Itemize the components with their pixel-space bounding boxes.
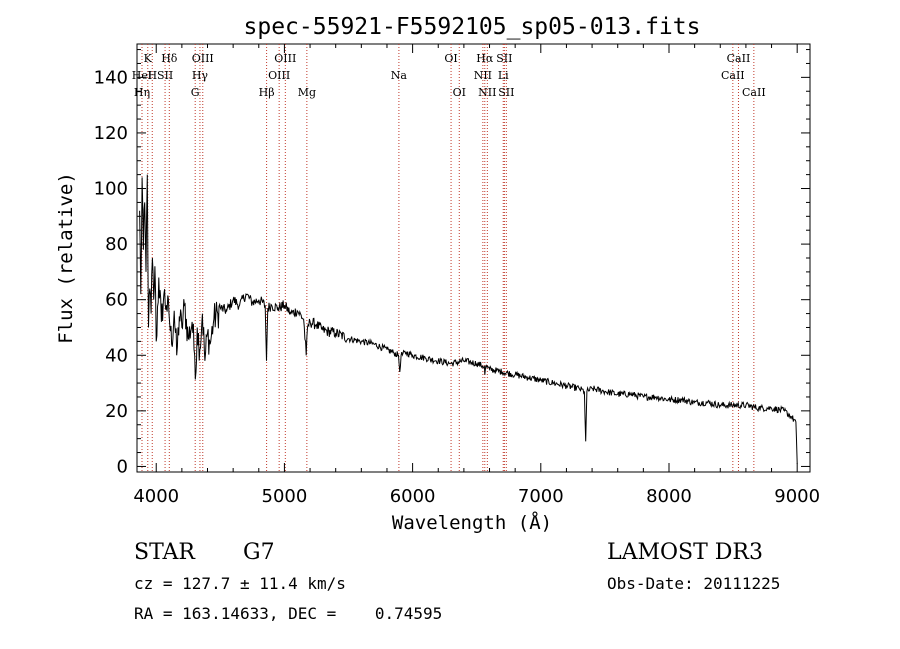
line-label: K [144,52,153,65]
line-label: SII [496,52,512,65]
object-class: STAR [134,540,195,565]
x-tick-label: 7000 [518,486,564,507]
spectral-line-markers [141,44,755,472]
redshift-velocity: cz = 127.7 ± 11.4 km/s [134,574,346,593]
line-label: Hη [134,86,150,99]
x-tick-label: 5000 [262,486,308,507]
y-tick-label: 0 [117,456,128,477]
line-label: G [191,86,200,99]
y-tick-label: 40 [105,345,128,366]
line-label: HeI [132,69,152,82]
plot-frame [136,43,811,473]
coordinates: RA = 163.14633, DEC = 0.74595 [134,604,443,623]
line-label: NII [474,69,492,82]
line-label: SII [498,86,514,99]
y-tick-label: 140 [94,67,128,88]
spectrum-line [139,174,798,464]
line-label: OIII [274,52,296,65]
line-label: Hγ [192,69,209,82]
x-tick-label: 8000 [646,486,692,507]
object-subclass: G7 [243,540,275,565]
line-label: Mg [298,86,316,99]
line-label: H [147,69,157,82]
line-label: CaII [727,52,751,65]
line-label: Li [498,69,509,82]
line-label: CaII [742,86,766,99]
y-tick-label: 100 [94,179,128,200]
x-tick-label: 4000 [133,486,179,507]
survey-name: LAMOST DR3 [607,540,763,565]
x-axis-label: Wavelength (Å) [392,511,552,534]
y-tick-label: 60 [105,290,128,311]
line-label: OIII [268,69,290,82]
line-label: Hδ [161,52,178,65]
line-label: OI [444,52,457,65]
line-label: CaII [721,69,745,82]
line-label: SII [157,69,173,82]
y-tick-label: 20 [105,401,128,422]
x-tick-label: 9000 [774,486,820,507]
line-label: Na [391,69,408,82]
y-axis-label: Flux (relative) [55,172,77,344]
x-tick-label: 6000 [390,486,436,507]
y-tick-label: 120 [94,123,128,144]
line-label: OIII [192,52,214,65]
y-tick-label: 80 [105,234,128,255]
line-label: Hβ [259,86,275,99]
x-axis: 4000 5000 6000 7000 8000 9000 [133,44,820,507]
line-label: NII [478,86,496,99]
observation-date: Obs-Date: 20111225 [607,574,781,593]
y-axis: 0 20 40 60 80 100 120 140 [94,49,810,477]
line-label: Hα [476,52,494,65]
chart-title: spec-55921-F5592105_sp05-013.fits [244,14,701,40]
line-label: OI [453,86,466,99]
